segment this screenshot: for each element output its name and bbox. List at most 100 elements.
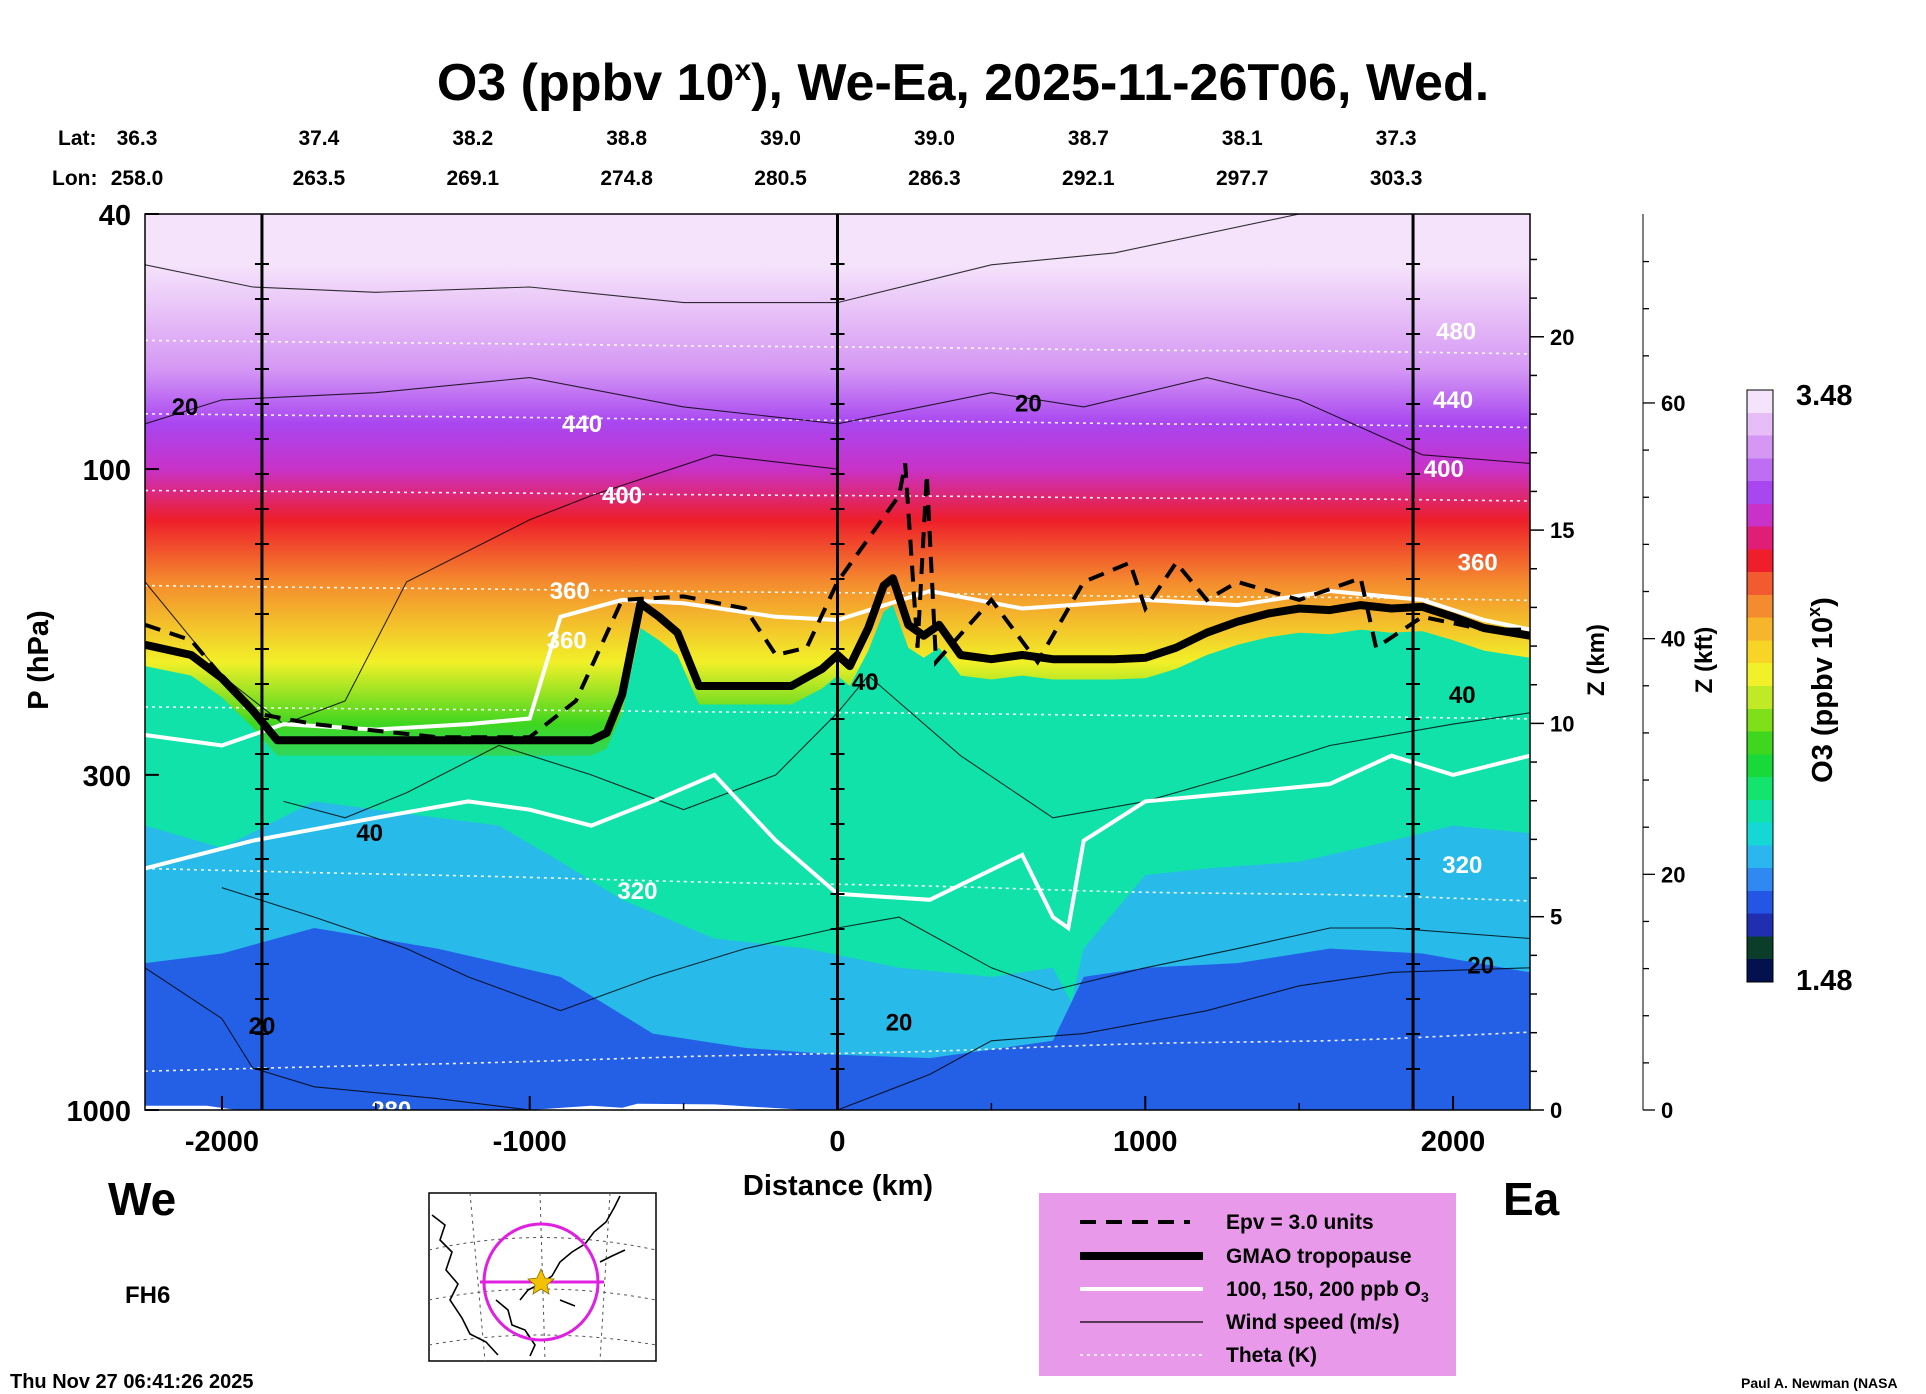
wind-label: 20 xyxy=(1015,390,1042,417)
gmao-tropopause-line xyxy=(145,574,1530,745)
wind-speed-line xyxy=(145,377,1530,464)
theta-label: 360 xyxy=(550,578,590,605)
theta-label: 440 xyxy=(1433,387,1473,414)
colorbar-label: O3 (ppbv 10x) xyxy=(1804,597,1839,783)
wind-label: 20 xyxy=(249,1013,276,1040)
station-lat: 38.2 xyxy=(452,127,493,150)
colorbar-label-suffix: ) xyxy=(1807,597,1839,607)
o3-100ppb-contour xyxy=(145,753,1530,932)
legend-label-epv: Epv = 3.0 units xyxy=(1226,1211,1374,1234)
forecast-hour-label: FH6 xyxy=(125,1282,170,1309)
y-axis: 40 100 300 1000 xyxy=(66,200,159,1128)
wind-speed-line xyxy=(145,454,838,725)
x-tick-label: -2000 xyxy=(185,1126,259,1158)
x-tick-label: 0 xyxy=(829,1126,845,1158)
theta-label: 320 xyxy=(1442,852,1482,879)
theta-label: 440 xyxy=(562,411,602,438)
legend: Epv = 3.0 units GMAO tropopause 100, 150… xyxy=(1039,1193,1456,1376)
colorbar xyxy=(1746,389,1774,983)
theta-label: 360 xyxy=(1458,550,1498,577)
station-lat: 39.0 xyxy=(914,127,955,150)
z-km-axis-label: Z (km) xyxy=(1583,624,1610,696)
z-kft-tick-label: 20 xyxy=(1661,862,1685,887)
wind-label: 20 xyxy=(886,1009,913,1036)
lat-header: Lat: xyxy=(58,127,97,150)
z-km-tick-label: 5 xyxy=(1550,905,1562,930)
legend-label-o3-main: 100, 150, 200 ppb O xyxy=(1226,1278,1421,1301)
legend-label-o3: 100, 150, 200 ppb O3 xyxy=(1226,1278,1429,1305)
ozone-field-boundary-layer xyxy=(145,928,1530,1110)
wind-speed-line xyxy=(283,674,1530,819)
wind-label: 20 xyxy=(172,394,199,421)
station-lon: 286.3 xyxy=(908,167,961,190)
chart-title: O3 (ppbv 10x), We-Ea, 2025-11-26T06, Wed… xyxy=(437,54,1489,112)
station-lat: 38.1 xyxy=(1222,127,1263,150)
station-lat: 36.3 xyxy=(117,127,158,150)
z-km-tick-label: 0 xyxy=(1550,1098,1562,1123)
epv-3-contour xyxy=(145,463,1530,740)
x-axis: -2000 -1000 0 1000 2000 xyxy=(185,1096,1485,1158)
legend-label-tropopause: GMAO tropopause xyxy=(1226,1245,1412,1268)
east-label: Ea xyxy=(1503,1173,1560,1225)
wind-label: 40 xyxy=(852,669,879,696)
plot-area: 280 320 320 360 360 400 400 440 440 480 20 20 40 40 40… xyxy=(145,214,1530,1124)
inset-map-coastline xyxy=(431,1195,626,1357)
z-kft-axis: 0 20 40 60 xyxy=(1642,214,1685,1123)
colorbar-min-label: 1.48 xyxy=(1796,965,1852,997)
title-prefix: O3 (ppbv 10 xyxy=(437,54,735,112)
station-lon: 297.7 xyxy=(1216,167,1269,190)
theta-label: 400 xyxy=(602,483,642,510)
ground-mask xyxy=(145,1103,807,1110)
lon-header: Lon: xyxy=(52,167,97,190)
theta-label: 320 xyxy=(617,878,657,905)
z-kft-tick-label: 0 xyxy=(1661,1098,1673,1123)
station-lon: 269.1 xyxy=(446,167,499,190)
colorbar-label-prefix: O3 (ppbv 10 xyxy=(1807,617,1839,783)
z-km-tick-label: 10 xyxy=(1550,711,1574,736)
title-suffix: ), We-Ea, 2025-11-26T06, Wed. xyxy=(751,54,1489,112)
theta-label: 480 xyxy=(1436,318,1476,345)
station-lat: 38.8 xyxy=(606,127,647,150)
station-vertical-lines xyxy=(254,214,1421,1110)
colorbar-gradient xyxy=(1746,389,1774,983)
wind-speed-line xyxy=(837,967,1530,1110)
z-km-axis: 0 5 10 15 20 xyxy=(1529,214,1574,1123)
credit: Paul A. Newman (NASA xyxy=(1741,1375,1898,1391)
x-tick-label: 2000 xyxy=(1421,1126,1486,1158)
wind-label: 40 xyxy=(356,820,383,847)
colorbar-label-superscript: x xyxy=(1804,607,1824,617)
station-lat: 37.3 xyxy=(1376,127,1417,150)
theta-label: 280 xyxy=(371,1097,411,1124)
z-km-tick-label: 15 xyxy=(1550,518,1574,543)
legend-label-o3-subscript: 3 xyxy=(1421,1289,1429,1305)
wind-speed-lines xyxy=(145,214,1530,1110)
theta-label: 400 xyxy=(1424,456,1464,483)
x-axis-label: Distance (km) xyxy=(743,1170,933,1202)
y-axis-label: P (hPa) xyxy=(23,610,55,709)
title-superscript: x xyxy=(734,54,751,87)
colorbar-max-label: 3.48 xyxy=(1796,380,1852,412)
z-km-tick-label: 20 xyxy=(1550,325,1574,350)
legend-label-theta: Theta (K) xyxy=(1226,1344,1317,1367)
inset-map xyxy=(428,1192,657,1362)
station-lon: 292.1 xyxy=(1062,167,1115,190)
y-tick-label: 40 xyxy=(99,200,131,232)
station-lat: 37.4 xyxy=(298,127,339,150)
x-tick-label: -1000 xyxy=(493,1126,567,1158)
station-lon: 280.5 xyxy=(754,167,807,190)
wind-speed-line xyxy=(145,967,530,1110)
x-tick-label: 1000 xyxy=(1113,1126,1178,1158)
wind-speed-line xyxy=(221,887,1530,1012)
station-lon: 274.8 xyxy=(600,167,653,190)
y-tick-label: 1000 xyxy=(66,1096,131,1128)
inset-map-star-icon xyxy=(527,1268,555,1295)
y-tick-label: 300 xyxy=(83,761,131,793)
station-lat: 39.0 xyxy=(760,127,801,150)
z-kft-tick-label: 40 xyxy=(1661,627,1685,652)
o3-contour-label: 360 xyxy=(547,627,587,654)
wind-label: 20 xyxy=(1467,952,1494,979)
y-tick-label: 100 xyxy=(83,455,131,487)
z-kft-axis-label: Z (kft) xyxy=(1691,627,1718,694)
station-lon: 258.0 xyxy=(111,167,164,190)
